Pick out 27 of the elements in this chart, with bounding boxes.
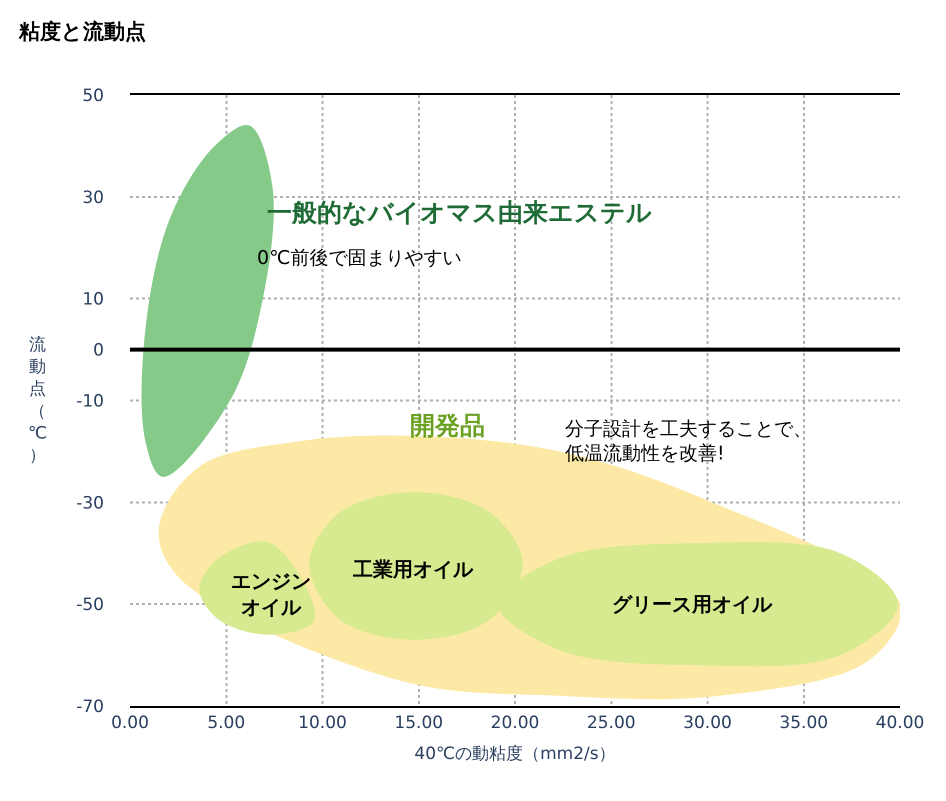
y-axis-title: 流動点（℃）	[28, 335, 48, 466]
annotation: 0℃前後で固まりやすい	[257, 247, 462, 269]
annotation: 分子設計を工夫することで、低温流動性を改善!	[565, 418, 812, 465]
annotation: 工業用オイル	[352, 557, 474, 581]
y-tick-label: 10	[82, 290, 104, 310]
y-tick-label: 50	[82, 86, 104, 106]
x-tick-label: 40.00	[876, 713, 924, 734]
x-tick-label: 30.00	[683, 713, 732, 734]
y-tick-label: 0	[93, 340, 104, 361]
y-tick-label: -30	[76, 493, 104, 514]
x-tick-label: 20.00	[490, 713, 540, 734]
annotation: 一般的なバイオマス由来エステル	[267, 198, 652, 227]
y-tick-label: -50	[76, 595, 104, 616]
x-axis-title: 40℃の動粘度（mm2/s）	[414, 744, 616, 764]
x-tick-label: 35.00	[779, 713, 828, 734]
chart-title: 粘度と流動点	[18, 20, 146, 44]
x-tick-label: 15.00	[394, 713, 444, 734]
x-tick-label: 10.00	[298, 713, 347, 734]
x-tick-label: 0.00	[111, 713, 149, 734]
y-tick-label: 30	[82, 188, 104, 208]
annotation: 開発品	[410, 411, 485, 440]
y-tick-label: -70	[76, 696, 104, 717]
y-tick-label: -10	[76, 391, 104, 412]
x-tick-label: 5.00	[207, 713, 246, 734]
x-tick-label: 25.00	[586, 713, 636, 734]
annotation: グリース用オイル	[612, 592, 773, 616]
annotation: エンジンオイル	[231, 569, 311, 619]
